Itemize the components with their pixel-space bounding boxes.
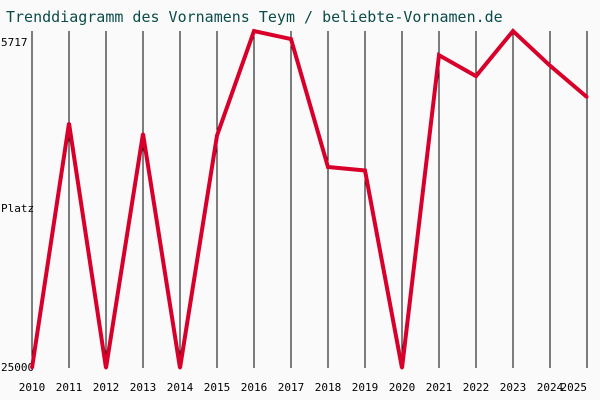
x-tick-2011: 2011 xyxy=(56,381,83,394)
data-point-2014 xyxy=(178,366,182,370)
x-tick-2013: 2013 xyxy=(130,381,157,394)
x-tick-2023: 2023 xyxy=(500,381,527,394)
y-tick-bottom: 25000 xyxy=(1,361,34,374)
data-point-2023 xyxy=(511,29,515,33)
data-point-2019 xyxy=(363,169,367,173)
data-point-2012 xyxy=(104,366,108,370)
x-tick-2024: 2024 xyxy=(537,381,564,394)
x-tick-2022: 2022 xyxy=(463,381,490,394)
x-tick-2025: 2025 xyxy=(561,381,588,394)
x-tick-2014: 2014 xyxy=(167,381,194,394)
y-tick-top: 5717 xyxy=(1,36,28,49)
data-point-2010 xyxy=(30,366,34,370)
data-point-2015 xyxy=(215,134,219,138)
x-tick-2012: 2012 xyxy=(93,381,120,394)
x-tick-2018: 2018 xyxy=(315,381,342,394)
data-point-2018 xyxy=(326,165,330,169)
vertical-gridlines xyxy=(31,31,588,368)
y-axis-label: Platz xyxy=(1,202,34,215)
x-tick-2020: 2020 xyxy=(389,381,416,394)
data-point-2021 xyxy=(437,53,441,57)
series-line xyxy=(30,28,589,369)
data-point-2011 xyxy=(67,121,71,125)
data-point-2013 xyxy=(141,132,145,136)
x-tick-2021: 2021 xyxy=(426,381,453,394)
chart-title: Trenddiagramm des Vornamens Teym / belie… xyxy=(6,8,503,26)
x-tick-2015: 2015 xyxy=(204,381,231,394)
data-point-2020 xyxy=(400,366,404,370)
data-point-2016 xyxy=(252,29,256,33)
x-tick-2017: 2017 xyxy=(278,381,305,394)
data-point-2017 xyxy=(289,37,293,41)
x-tick-2019: 2019 xyxy=(352,381,379,394)
x-tick-labels: 2010 2011 2012 2013 2014 2015 2016 2017 2018 2019… xyxy=(19,381,587,394)
x-tick-2016: 2016 xyxy=(241,381,268,394)
data-point-2022 xyxy=(474,74,478,78)
data-point-2024 xyxy=(548,64,552,68)
x-tick-2010: 2010 xyxy=(19,381,46,394)
data-point-2025 xyxy=(585,95,589,99)
series-line-group xyxy=(30,28,589,370)
